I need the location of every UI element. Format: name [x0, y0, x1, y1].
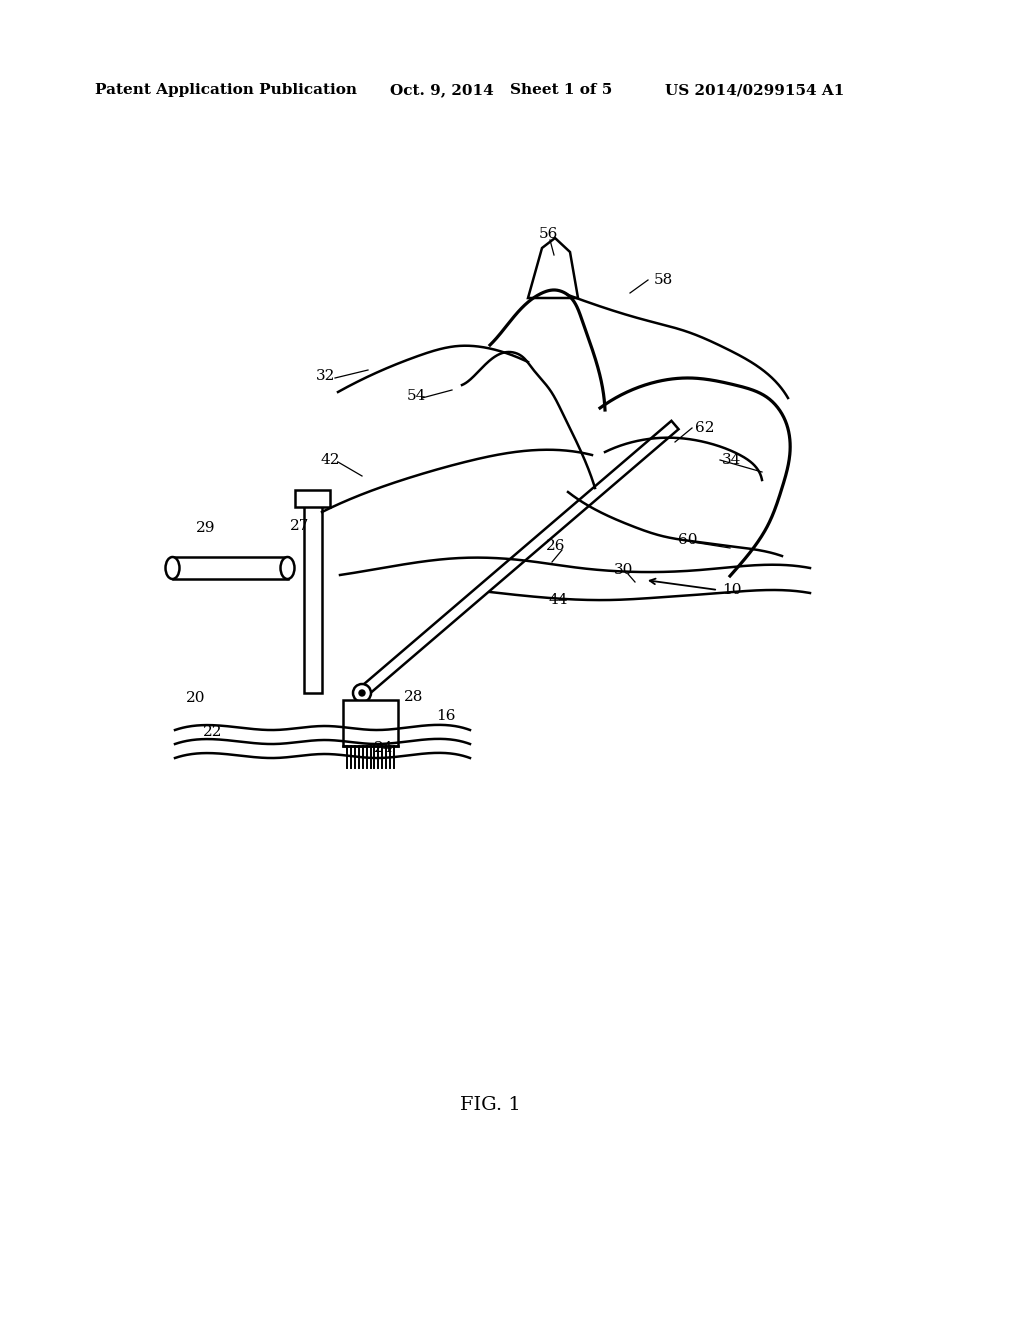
- Text: 32: 32: [316, 370, 336, 383]
- Text: 16: 16: [436, 709, 456, 723]
- Text: 62: 62: [695, 421, 715, 436]
- Text: 58: 58: [654, 273, 673, 286]
- Polygon shape: [172, 557, 288, 579]
- Text: 30: 30: [614, 564, 634, 577]
- Text: 24: 24: [374, 741, 394, 755]
- Text: 29: 29: [197, 521, 216, 535]
- Text: 10: 10: [722, 583, 741, 597]
- Text: FIG. 1: FIG. 1: [460, 1096, 520, 1114]
- Text: 44: 44: [548, 593, 567, 607]
- Circle shape: [359, 690, 365, 696]
- Text: 28: 28: [404, 690, 423, 704]
- Polygon shape: [304, 492, 322, 693]
- Text: 20: 20: [186, 690, 206, 705]
- Text: Oct. 9, 2014: Oct. 9, 2014: [390, 83, 494, 96]
- Polygon shape: [358, 421, 679, 697]
- Text: 42: 42: [321, 453, 340, 467]
- Circle shape: [353, 684, 371, 702]
- Text: 54: 54: [407, 389, 426, 403]
- Text: 26: 26: [546, 539, 565, 553]
- Text: Patent Application Publication: Patent Application Publication: [95, 83, 357, 96]
- Text: 27: 27: [291, 519, 309, 533]
- Text: Sheet 1 of 5: Sheet 1 of 5: [510, 83, 612, 96]
- Text: US 2014/0299154 A1: US 2014/0299154 A1: [665, 83, 845, 96]
- Text: 56: 56: [539, 227, 558, 242]
- Polygon shape: [528, 238, 578, 298]
- Text: 22: 22: [203, 725, 223, 739]
- Text: 34: 34: [722, 453, 741, 467]
- Ellipse shape: [281, 557, 295, 579]
- Ellipse shape: [166, 557, 179, 579]
- Polygon shape: [343, 700, 398, 746]
- Text: 60: 60: [678, 533, 697, 546]
- Polygon shape: [295, 490, 330, 507]
